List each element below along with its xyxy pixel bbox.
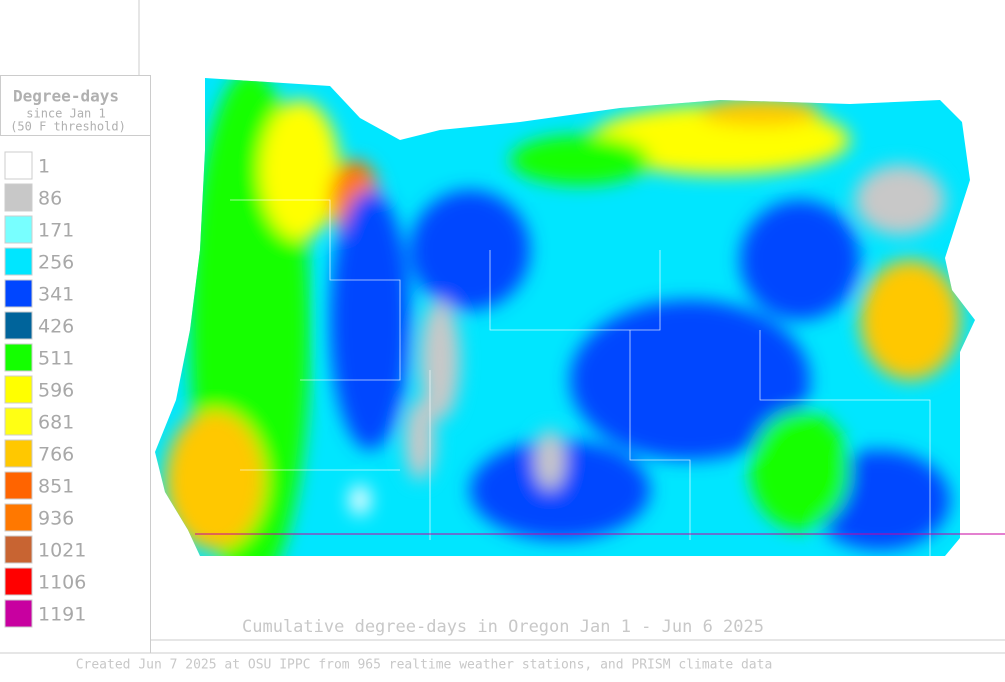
legend-label: 341 xyxy=(38,284,74,306)
legend-label: 171 xyxy=(38,220,74,242)
legend-subtitle: since Jan 1 xyxy=(26,107,105,121)
legend-swatch xyxy=(4,279,33,308)
legend-label: 86 xyxy=(38,188,62,210)
legend-label: 1021 xyxy=(38,540,86,562)
legend-label: 1 xyxy=(38,156,50,178)
legend-swatch xyxy=(4,151,33,180)
legend-label: 511 xyxy=(38,348,74,370)
legend-label: 766 xyxy=(38,444,74,466)
legend-swatch xyxy=(4,311,33,340)
legend-swatch xyxy=(4,215,33,244)
legend-header-box xyxy=(0,75,151,136)
legend-note: (50 F threshold) xyxy=(10,120,126,134)
legend-label: 1191 xyxy=(38,604,86,626)
caption: Cumulative degree-days in Oregon Jan 1 -… xyxy=(242,617,764,637)
legend-swatch xyxy=(4,183,33,212)
map xyxy=(155,78,975,556)
legend-label: 596 xyxy=(38,380,74,402)
legend-swatch xyxy=(4,343,33,372)
legend-swatch xyxy=(4,471,33,500)
legend-label: 1106 xyxy=(38,572,86,594)
legend-label: 681 xyxy=(38,412,74,434)
legend-label: 936 xyxy=(38,508,74,530)
legend-swatch xyxy=(4,375,33,404)
footer: Created Jun 7 2025 at OSU IPPC from 965 … xyxy=(76,658,773,673)
legend-swatch xyxy=(4,407,33,436)
legend-label: 256 xyxy=(38,252,74,274)
legend-swatch xyxy=(4,567,33,596)
legend-swatch xyxy=(4,247,33,276)
legend-swatch xyxy=(4,439,33,468)
legend-swatch xyxy=(4,503,33,532)
legend-swatch xyxy=(4,599,33,628)
legend: 1 86 171 256 341 426 511 596 681 766 851 936 1021 110… xyxy=(4,151,86,628)
legend-swatch xyxy=(4,535,33,564)
legend-title: Degree-days xyxy=(13,87,119,106)
legend-label: 426 xyxy=(38,316,74,338)
legend-label: 851 xyxy=(38,476,74,498)
